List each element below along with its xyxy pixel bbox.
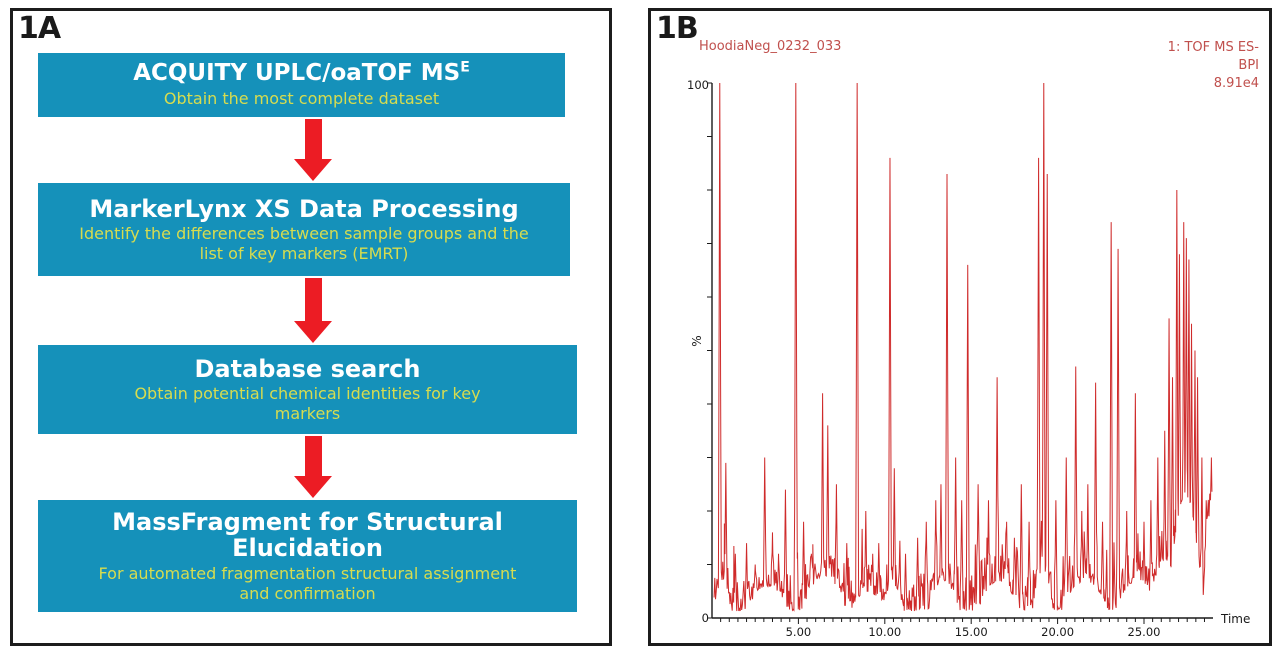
flow-step-subtitle: Identify the differences between sample … (79, 224, 529, 263)
axis-ticks (707, 82, 1205, 624)
figure-label-1a: 1A (18, 11, 61, 46)
chromatogram-plot: 5.00 10.00 15.00 20.00 25.00 100 0 % Time (687, 78, 1250, 639)
flow-step-acquity: ACQUITY UPLC/oaTOF MSE Obtain the most c… (38, 53, 565, 117)
annotation-line: 1: TOF MS ES- (1167, 40, 1259, 55)
down-arrow-icon (294, 278, 332, 343)
flow-step-title: ACQUITY UPLC/oaTOF MSE (133, 59, 470, 87)
sample-name: HoodiaNeg_0232_033 (699, 39, 842, 54)
y-max-label: 100 (687, 78, 709, 92)
svg-text:10.00: 10.00 (868, 625, 901, 639)
x-axis-title: Time (1220, 612, 1250, 626)
down-arrow-icon (294, 436, 332, 498)
svg-text:25.00: 25.00 (1128, 625, 1161, 639)
acquisition-annotation: 1: TOF MS ES- BPI 8.91e4 (1168, 39, 1259, 93)
svg-text:15.00: 15.00 (955, 625, 988, 639)
flow-step-database-search: Database search Obtain potential chemica… (38, 345, 577, 434)
annotation-line: BPI (1238, 58, 1259, 73)
chromatogram-trace (713, 82, 1213, 612)
flow-step-title: Database search (194, 354, 421, 383)
superscript-e: E (460, 59, 470, 76)
flow-step-subtitle: Obtain the most complete dataset (163, 89, 440, 109)
arrow-head (294, 321, 332, 343)
svg-text:20.00: 20.00 (1041, 625, 1074, 639)
arrow-shaft (304, 119, 322, 159)
arrow-shaft (304, 278, 322, 321)
x-tick-labels: 5.00 10.00 15.00 20.00 25.00 (786, 625, 1161, 639)
down-arrow-icon (294, 119, 332, 181)
workflow-panel: 1A ACQUITY UPLC/oaTOF MSE Obtain the mos… (10, 8, 612, 646)
annotation-line: 8.91e4 (1213, 76, 1259, 91)
flow-step-subtitle: Obtain potential chemical identities for… (134, 384, 481, 423)
flow-step-massfragment: MassFragment for Structural Elucidation … (38, 500, 577, 612)
flow-step-title: MarkerLynx XS Data Processing (89, 194, 519, 223)
flow-step-title: MassFragment for Structural Elucidation (112, 507, 503, 563)
arrow-head (294, 476, 332, 498)
y-axis-title: % (690, 335, 704, 346)
chromatogram-panel: 1B HoodiaNeg_0232_033 1: TOF MS ES- BPI … (648, 8, 1272, 646)
svg-text:5.00: 5.00 (786, 625, 812, 639)
flow-step-markerlynx: MarkerLynx XS Data Processing Identify t… (38, 183, 570, 276)
y-min-label: 0 (702, 611, 709, 625)
flow-step-subtitle: For automated fragmentation structural a… (98, 564, 517, 603)
figure-label-1b: 1B (656, 11, 699, 46)
arrow-shaft (304, 436, 322, 476)
arrow-head (294, 159, 332, 181)
